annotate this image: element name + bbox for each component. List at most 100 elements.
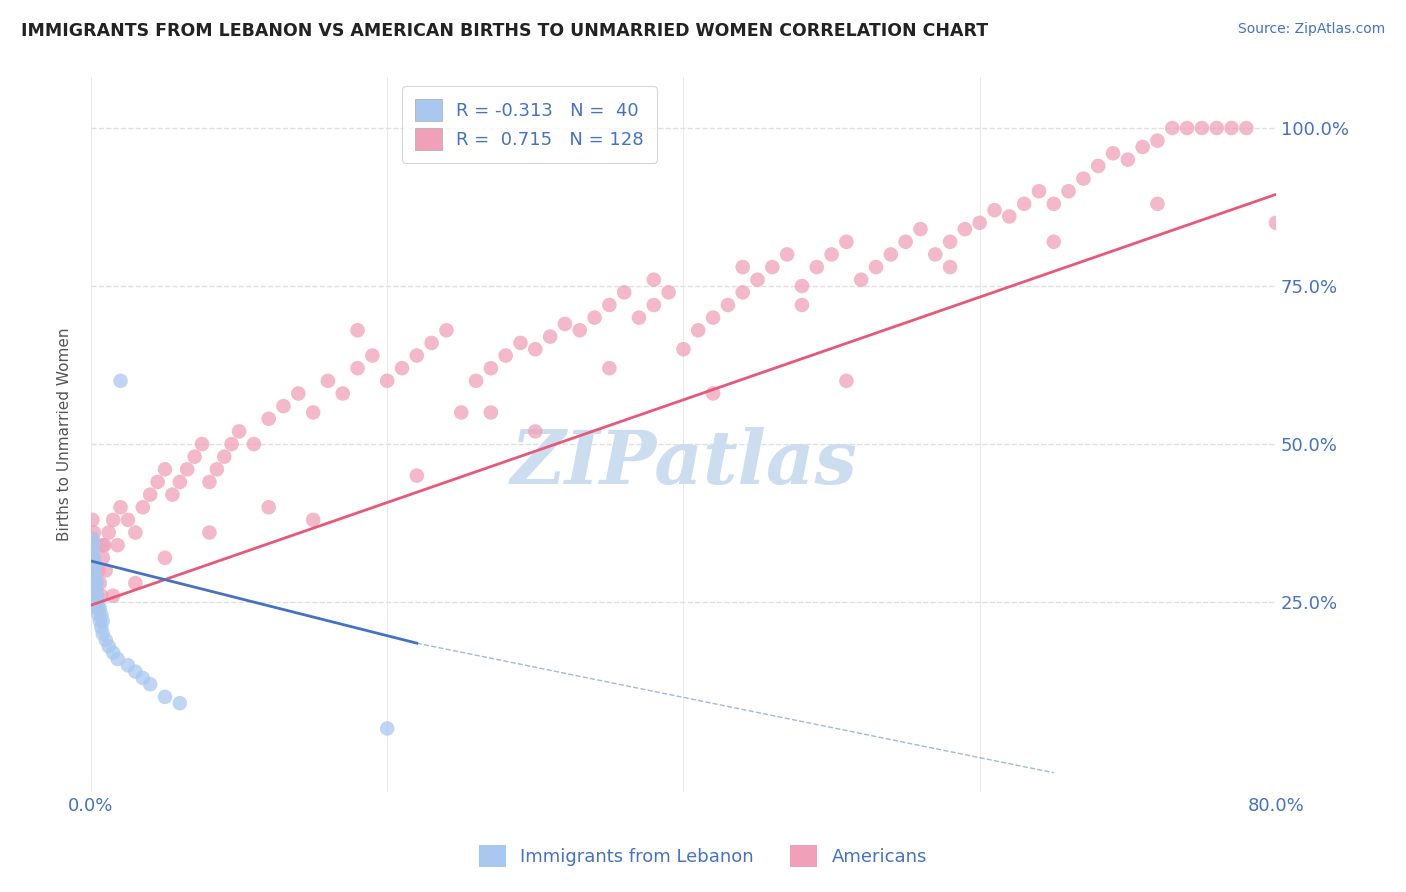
Point (880, 247, 903, 261)
Point (287, 386, 309, 401)
Point (82, 532, 104, 546)
Point (110, 500, 132, 515)
Point (790, 279, 813, 293)
Point (82, 557, 104, 571)
Point (82, 576, 104, 591)
Point (84, 576, 107, 591)
Point (205, 462, 228, 476)
Point (835, 374, 858, 388)
Point (257, 500, 280, 515)
Point (82, 564, 104, 578)
Point (1191, 121, 1213, 136)
Point (1116, 153, 1139, 167)
Point (101, 589, 124, 603)
Point (87, 601, 110, 615)
Point (1132, 140, 1154, 154)
Legend: R = -0.313   N =  40, R =  0.715   N = 128: R = -0.313 N = 40, R = 0.715 N = 128 (402, 87, 657, 163)
Point (97, 525, 120, 540)
Point (91, 626, 114, 640)
Point (124, 665, 146, 679)
Point (939, 260, 962, 274)
Point (221, 437, 243, 451)
Point (450, 405, 472, 419)
Point (87, 607, 110, 622)
Point (89, 614, 111, 628)
Point (420, 335, 443, 350)
Point (89, 601, 111, 615)
Point (643, 298, 665, 312)
Point (524, 343, 547, 357)
Point (361, 349, 384, 363)
Point (865, 260, 887, 274)
Point (107, 538, 129, 552)
Point (761, 260, 783, 274)
Point (83, 550, 105, 565)
Point (465, 374, 488, 388)
Point (110, 374, 132, 388)
Point (84, 595, 107, 609)
Point (627, 310, 650, 325)
Point (183, 450, 205, 464)
Point (101, 513, 124, 527)
Point (86, 589, 108, 603)
Point (953, 222, 976, 236)
Point (1205, 121, 1227, 136)
Point (198, 525, 221, 540)
Point (84, 538, 107, 552)
Point (509, 335, 531, 350)
Point (1042, 235, 1064, 249)
Point (346, 361, 368, 376)
Point (969, 216, 991, 230)
Point (717, 298, 740, 312)
Point (169, 475, 191, 489)
Point (391, 361, 413, 376)
Point (1028, 184, 1050, 198)
Point (894, 235, 917, 249)
Point (257, 411, 280, 425)
Point (87, 595, 110, 609)
Point (790, 298, 813, 312)
Point (139, 488, 162, 502)
Text: IMMIGRANTS FROM LEBANON VS AMERICAN BIRTHS TO UNMARRIED WOMEN CORRELATION CHART: IMMIGRANTS FROM LEBANON VS AMERICAN BIRT… (21, 22, 988, 40)
Point (87, 564, 110, 578)
Point (82, 550, 104, 565)
Point (84, 570, 107, 584)
Point (83, 564, 105, 578)
Point (598, 361, 620, 376)
Point (1102, 146, 1125, 161)
Point (94, 632, 117, 647)
Point (82, 544, 104, 558)
Text: Source: ZipAtlas.com: Source: ZipAtlas.com (1237, 22, 1385, 37)
Point (346, 323, 368, 337)
Point (479, 361, 502, 376)
Point (82, 532, 104, 546)
Point (598, 298, 620, 312)
Point (688, 323, 710, 337)
Point (83, 576, 105, 591)
Point (731, 285, 754, 300)
Point (806, 260, 828, 274)
Point (316, 374, 339, 388)
Point (153, 690, 176, 704)
Point (176, 462, 198, 476)
Point (93, 538, 115, 552)
Point (495, 349, 517, 363)
Point (198, 475, 221, 489)
Point (82, 550, 104, 565)
Point (101, 646, 124, 660)
Point (1220, 121, 1243, 136)
Point (375, 722, 398, 736)
Point (1146, 197, 1168, 211)
Point (89, 576, 111, 591)
Point (83, 525, 105, 540)
Point (1073, 171, 1095, 186)
Point (132, 500, 155, 515)
Point (983, 203, 1005, 218)
Point (139, 677, 162, 691)
Point (1146, 134, 1168, 148)
Point (162, 488, 184, 502)
Point (851, 273, 873, 287)
Point (479, 405, 502, 419)
Point (405, 468, 427, 483)
Point (835, 235, 858, 249)
